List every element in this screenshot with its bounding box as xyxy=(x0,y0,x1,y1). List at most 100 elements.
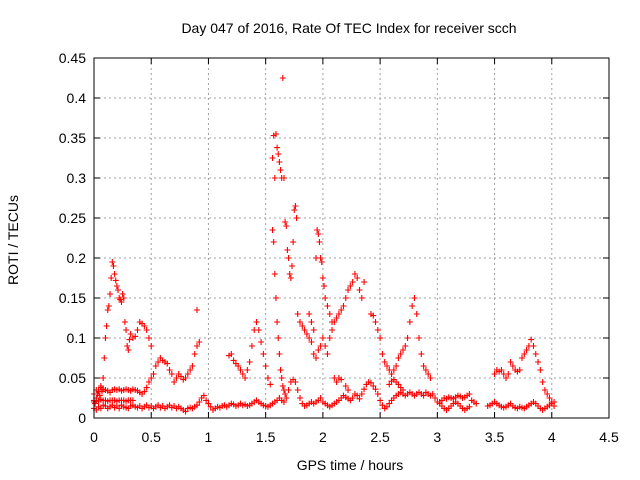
data-point xyxy=(152,363,159,369)
data-point xyxy=(269,155,276,161)
y-tick-label: 0.25 xyxy=(59,210,86,226)
data-point xyxy=(255,327,262,333)
data-point xyxy=(338,376,345,383)
data-point xyxy=(132,333,139,340)
data-point xyxy=(551,403,558,409)
data-point xyxy=(326,311,333,317)
data-point xyxy=(177,373,184,380)
data-point xyxy=(379,402,386,409)
data-point xyxy=(182,408,189,415)
data-point xyxy=(282,219,289,225)
data-point xyxy=(535,359,542,365)
data-point xyxy=(280,387,287,393)
y-tick-labels: 0 0.05 0.1 0.15 0.2 0.25 0.3 0.35 0.4 0.45 xyxy=(59,50,86,426)
data-point xyxy=(425,371,432,377)
data-point xyxy=(294,311,301,317)
data-point xyxy=(143,327,150,333)
data-point xyxy=(420,392,427,399)
y-tick-label: 0.1 xyxy=(67,330,87,346)
data-point xyxy=(321,283,328,289)
data-point xyxy=(324,303,331,309)
x-tick-label: 3.5 xyxy=(485,429,505,445)
data-point xyxy=(301,327,308,333)
data-point xyxy=(335,311,342,317)
data-point xyxy=(342,383,349,389)
y-axis-label: ROTI / TECUs xyxy=(5,195,21,285)
data-point xyxy=(164,360,171,367)
data-point xyxy=(466,403,473,410)
x-tick-label: 2.5 xyxy=(370,429,390,445)
data-point xyxy=(297,395,303,401)
data-point xyxy=(100,375,107,381)
data-point xyxy=(228,351,235,357)
x-tick-label: 4 xyxy=(548,429,556,445)
data-point xyxy=(315,347,322,353)
data-point xyxy=(310,351,317,357)
data-point xyxy=(145,335,152,341)
data-point xyxy=(347,283,354,289)
data-point xyxy=(324,351,331,357)
data-point xyxy=(372,386,379,393)
data-point xyxy=(466,391,473,397)
data-point xyxy=(115,287,122,293)
data-point xyxy=(168,371,175,377)
data-point xyxy=(294,387,301,393)
data-point xyxy=(104,307,111,313)
x-axis-label: GPS time / hours xyxy=(297,457,404,473)
data-point xyxy=(124,343,131,349)
data-point xyxy=(406,319,413,325)
data-point xyxy=(315,231,322,237)
data-point xyxy=(393,363,400,369)
data-point xyxy=(400,387,406,393)
data-point xyxy=(310,327,317,333)
data-point xyxy=(235,363,242,369)
data-point xyxy=(237,367,244,373)
data-point xyxy=(505,371,512,377)
data-point xyxy=(187,367,194,373)
data-point xyxy=(395,381,402,388)
data-point xyxy=(539,379,546,385)
data-point xyxy=(532,351,539,357)
data-point xyxy=(148,343,155,349)
data-point xyxy=(101,355,108,361)
x-tick-label: 3 xyxy=(433,429,441,445)
data-point xyxy=(141,323,148,329)
data-point xyxy=(274,319,281,325)
data-point xyxy=(200,392,207,399)
data-point xyxy=(103,323,110,329)
data-point xyxy=(239,371,246,377)
data-points xyxy=(91,75,558,415)
data-point xyxy=(280,399,287,405)
data-point xyxy=(143,384,150,391)
data-point xyxy=(119,291,126,297)
data-point xyxy=(409,303,416,309)
data-point xyxy=(279,75,286,81)
data-point xyxy=(349,395,356,401)
data-point xyxy=(427,375,434,381)
data-point xyxy=(182,375,189,381)
data-point xyxy=(184,371,191,377)
data-point xyxy=(205,400,212,407)
data-point xyxy=(230,357,237,364)
data-point xyxy=(116,405,123,412)
data-point xyxy=(196,339,203,345)
data-point xyxy=(110,263,117,269)
data-point xyxy=(317,395,324,401)
data-point xyxy=(196,399,203,405)
data-point xyxy=(189,363,196,369)
data-point xyxy=(288,263,295,269)
data-point xyxy=(306,335,313,341)
data-point xyxy=(97,405,104,412)
data-point xyxy=(127,331,134,337)
data-point xyxy=(338,307,345,313)
data-point xyxy=(276,351,283,357)
data-point xyxy=(95,388,102,395)
data-point xyxy=(271,271,278,277)
x-tick-label: 2 xyxy=(319,429,327,445)
data-point xyxy=(194,307,200,313)
data-point xyxy=(322,343,329,349)
data-point xyxy=(354,392,361,399)
grid-lines xyxy=(94,58,609,418)
data-point xyxy=(395,355,402,361)
data-point xyxy=(340,303,347,309)
